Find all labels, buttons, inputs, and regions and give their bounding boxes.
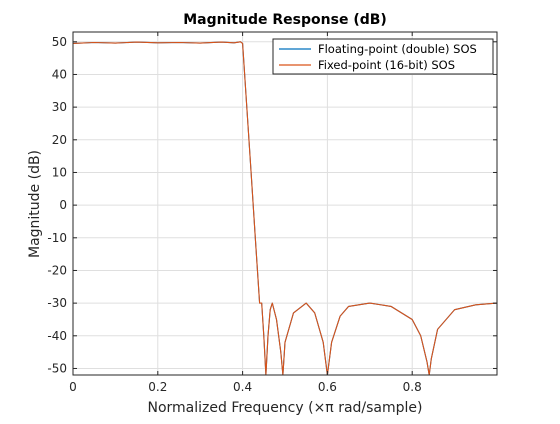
x-tick-label: 0 (69, 380, 77, 394)
legend: Floating-point (double) SOS Fixed-point … (272, 38, 494, 75)
y-tick-label: 0 (59, 198, 67, 212)
x-tick-label: 0.6 (318, 380, 337, 394)
y-tick-labels: 50 40 30 20 10 0 -10 -20 -30 -40 -50 (47, 35, 67, 376)
y-axis-label: Magnitude (dB) (27, 150, 43, 258)
legend-box (272, 38, 494, 75)
y-tick-label: -50 (47, 361, 67, 375)
legend-label-floating: Floating-point (double) SOS (318, 42, 477, 56)
y-tick-label: 40 (52, 67, 67, 81)
x-tick-label: 0.8 (403, 380, 422, 394)
x-tick-labels: 0 0.2 0.4 0.6 0.8 (69, 380, 422, 394)
plot-area (73, 32, 497, 375)
y-tick-label: 30 (52, 100, 67, 114)
x-tick-label: 0.2 (148, 380, 167, 394)
x-tick-label: 0.4 (233, 380, 252, 394)
plot-frame (72, 31, 498, 376)
y-tick-label: 10 (52, 165, 67, 179)
y-tick-label: -30 (47, 296, 67, 310)
y-tick-label: 50 (52, 35, 67, 49)
tick-marks (72, 32, 497, 375)
y-tick-label: -20 (47, 263, 67, 277)
y-tick-label: 20 (52, 133, 67, 147)
chart-title: Magnitude Response (dB) (183, 12, 387, 28)
y-tick-label: -10 (47, 231, 67, 245)
y-tick-label: -40 (47, 329, 67, 343)
series-lines (72, 41, 498, 376)
x-axis-label: Normalized Frequency (×π rad/sample) (148, 400, 423, 416)
legend-label-fixed: Fixed-point (16-bit) SOS (318, 58, 455, 72)
series-line-fixed-point (72, 41, 498, 376)
